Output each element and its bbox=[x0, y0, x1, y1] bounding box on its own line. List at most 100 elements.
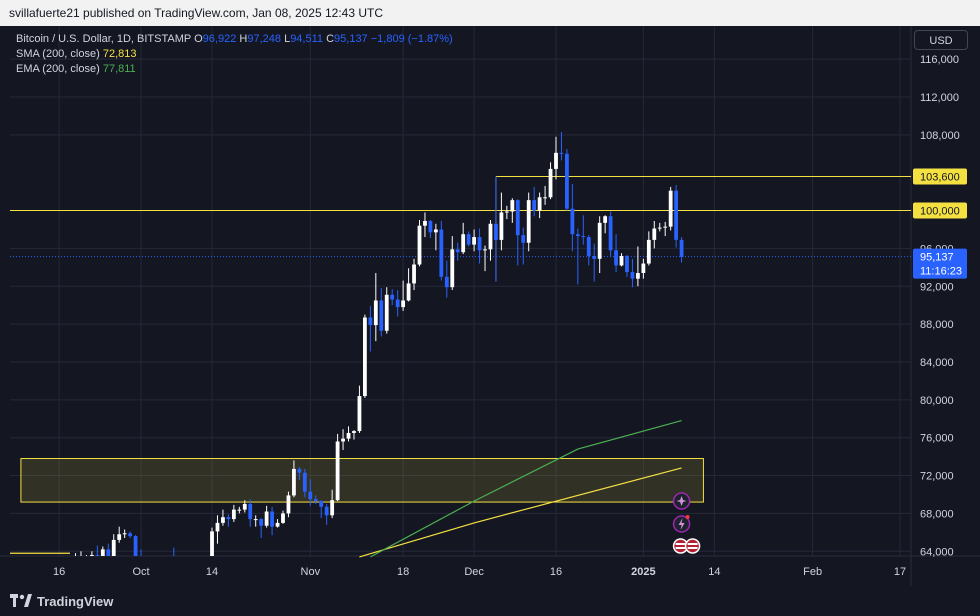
candle-body bbox=[614, 250, 618, 266]
candle-body bbox=[363, 317, 367, 397]
symbol-label: Bitcoin / U.S. Dollar, 1D, BITSTAMP bbox=[16, 33, 192, 45]
current-price-tag bbox=[913, 248, 967, 279]
candle-body bbox=[472, 237, 476, 245]
candle-body bbox=[608, 216, 613, 251]
candle-body bbox=[401, 300, 406, 308]
candle-body bbox=[324, 506, 329, 516]
candle-body bbox=[668, 190, 673, 227]
candle-body bbox=[226, 517, 231, 520]
candle-body bbox=[417, 225, 422, 265]
candle-body bbox=[652, 228, 657, 240]
candle-body bbox=[237, 509, 242, 511]
candle-body bbox=[390, 294, 395, 300]
candle-body bbox=[205, 559, 209, 563]
candle-body bbox=[597, 222, 602, 259]
candle-body bbox=[106, 549, 111, 556]
ohlc-row: Bitcoin / U.S. Dollar, 1D, BITSTAMP O96,… bbox=[16, 32, 453, 47]
candle-body bbox=[253, 519, 258, 521]
candle-body bbox=[194, 565, 198, 586]
high-value: 97,248 bbox=[247, 33, 281, 45]
candle-body bbox=[646, 239, 651, 264]
published-banner: svillafuerte21 published on TradingView.… bbox=[0, 0, 980, 26]
candle-body bbox=[679, 239, 684, 257]
candle-body bbox=[156, 569, 160, 582]
level-price-tag bbox=[913, 168, 967, 185]
candle-body bbox=[494, 223, 498, 240]
close-value: 95,137 bbox=[334, 33, 368, 45]
candle-body bbox=[379, 300, 384, 331]
price-chart-svg[interactable]: 116,000112,000108,00096,00092,00088,0008… bbox=[0, 26, 980, 586]
candle-body bbox=[439, 229, 444, 277]
candle-body bbox=[145, 582, 149, 584]
candle-body bbox=[543, 197, 547, 199]
sma-value: 72,813 bbox=[102, 48, 137, 60]
candle-body bbox=[450, 249, 455, 288]
flag-stripe bbox=[675, 543, 686, 545]
candle-body bbox=[504, 211, 509, 213]
candle-body bbox=[636, 273, 640, 279]
candles-group bbox=[74, 132, 684, 586]
ema-row: EMA (200, close) 77,811 bbox=[16, 62, 453, 77]
y-tick-label: 72,000 bbox=[920, 471, 954, 483]
candle-body bbox=[177, 567, 181, 568]
footer-bar: TradingView bbox=[0, 586, 980, 616]
candle-body bbox=[368, 317, 373, 326]
y-tick-label: 92,000 bbox=[920, 281, 954, 293]
published-text: svillafuerte21 published on TradingView.… bbox=[9, 6, 384, 20]
candle-body bbox=[172, 563, 176, 568]
low-label: L bbox=[284, 33, 291, 45]
y-tick-label: 116,000 bbox=[920, 54, 959, 66]
candle-body bbox=[302, 472, 307, 492]
us-flag-icon-2 bbox=[684, 538, 701, 554]
footer-brand: TradingView bbox=[37, 593, 114, 609]
candle-body bbox=[85, 557, 89, 559]
candle-body bbox=[100, 549, 105, 556]
ema-200-line bbox=[370, 420, 682, 558]
x-tick-label: 14 bbox=[708, 566, 720, 578]
level-price-tag bbox=[913, 202, 967, 219]
candle-body bbox=[117, 534, 122, 540]
candle-body bbox=[499, 212, 504, 240]
candle-body bbox=[341, 438, 345, 442]
candle-body bbox=[133, 536, 138, 556]
candle-body bbox=[128, 533, 133, 537]
flag-stripe bbox=[675, 547, 686, 549]
x-tick-label: 14 bbox=[206, 566, 218, 578]
chart-area[interactable]: 116,000112,000108,00096,00092,00088,0008… bbox=[0, 26, 980, 586]
tradingview-logo-icon bbox=[10, 594, 32, 607]
candle-body bbox=[384, 294, 389, 331]
candle-body bbox=[111, 539, 116, 556]
candle-body bbox=[619, 255, 624, 266]
candle-body bbox=[292, 468, 296, 496]
candle-body bbox=[215, 522, 220, 532]
candle-body bbox=[603, 216, 608, 223]
candle-body bbox=[166, 563, 170, 570]
candle-body bbox=[483, 249, 487, 251]
y-tick-label: 112,000 bbox=[920, 92, 959, 104]
candle-body bbox=[630, 272, 635, 279]
demand-zone-box bbox=[20, 458, 704, 503]
candle-body bbox=[510, 200, 515, 212]
open-value: 96,922 bbox=[202, 33, 237, 45]
candle-body bbox=[548, 168, 553, 198]
candle-body bbox=[286, 495, 291, 514]
candle-body bbox=[90, 555, 94, 556]
open-label: O bbox=[194, 33, 203, 45]
candle-body bbox=[575, 234, 580, 237]
y-tick-label: 76,000 bbox=[920, 433, 954, 445]
candle-body bbox=[428, 220, 433, 233]
candle-body bbox=[74, 562, 78, 574]
change-value: −1,809 (−1.87%) bbox=[370, 33, 453, 45]
y-tick-label: 68,000 bbox=[920, 508, 954, 520]
candle-body bbox=[183, 568, 187, 583]
low-value: 94,511 bbox=[290, 33, 324, 45]
candle-body bbox=[641, 263, 646, 274]
currency-button[interactable]: USD bbox=[914, 30, 968, 50]
sma-200-line bbox=[359, 467, 682, 558]
candle-body bbox=[346, 432, 351, 439]
chart-legend: Bitcoin / U.S. Dollar, 1D, BITSTAMP O96,… bbox=[16, 32, 453, 77]
y-tick-label: 88,000 bbox=[920, 319, 954, 331]
flag-stripe bbox=[687, 547, 698, 549]
candle-body bbox=[161, 569, 165, 570]
flag-stripe bbox=[687, 543, 698, 545]
